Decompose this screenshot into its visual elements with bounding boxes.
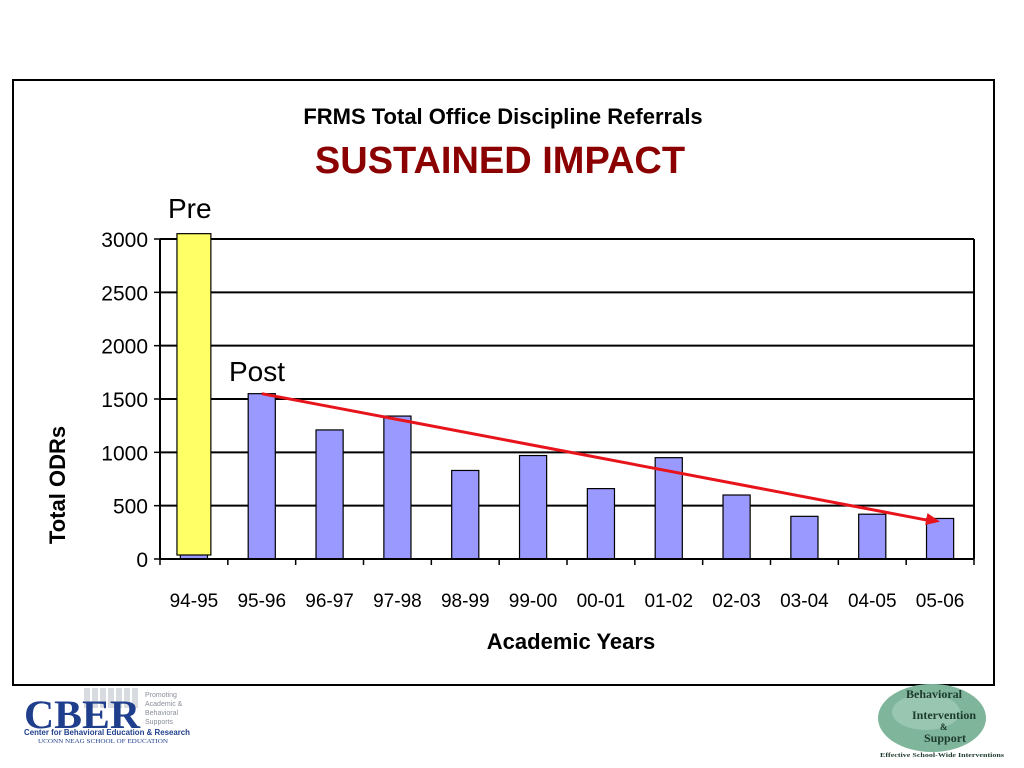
bar-04-05 <box>858 513 887 560</box>
cber-name: Center for Behavioral Education & Resear… <box>24 728 190 737</box>
x-tick-label: 02-03 <box>712 591 761 612</box>
x-tick-label: 01-02 <box>644 591 693 612</box>
bis-line-3: & <box>940 722 948 732</box>
bar-97-98 <box>383 415 412 560</box>
x-tick-label: 00-01 <box>577 591 626 612</box>
cber-tagline-4: Supports <box>145 719 174 726</box>
y-tick-label: 0 <box>136 549 148 572</box>
cber-logo-bars <box>84 688 138 708</box>
chart-title: FRMS Total Office Discipline Referrals <box>303 104 702 129</box>
cber-school: UCONN NEAG SCHOOL OF EDUCATION <box>38 739 169 745</box>
plot-area: 0 500 1000 1500 2000 2500 3000 94-95 95-96 96-97 9… <box>101 229 975 612</box>
y-tick-label: 500 <box>113 496 148 519</box>
y-tick-label: 1500 <box>101 389 148 412</box>
bar-03-04 <box>790 515 819 560</box>
bar-00-01 <box>586 488 616 560</box>
bar-05-06 <box>925 517 955 560</box>
y-axis-label: Total ODRs <box>45 426 70 544</box>
y-tick-label: 1000 <box>101 442 148 465</box>
y-tick-label: 3000 <box>101 229 148 252</box>
cber-acronym: CBER <box>24 692 141 737</box>
x-tick-label: 97-98 <box>373 591 422 612</box>
trend-arrowhead <box>925 513 941 525</box>
x-tick-label: 04-05 <box>848 591 897 612</box>
cber-tagline-1: Promoting <box>145 692 177 699</box>
bar-02-03 <box>722 494 751 560</box>
bar-99-00 <box>518 454 548 560</box>
bis-line-4: Support <box>924 731 966 745</box>
pre-highlight-box <box>176 233 212 556</box>
x-tick-label: 98-99 <box>441 591 490 612</box>
x-tick-label: 95-96 <box>237 591 286 612</box>
bar-98-99 <box>451 469 480 560</box>
chart-subtitle: SUSTAINED IMPACT <box>315 140 685 182</box>
y-tick-label: 2000 <box>101 336 148 359</box>
y-tick-label: 2500 <box>101 282 148 305</box>
x-tick-label: 96-97 <box>305 591 354 612</box>
bar-95-96 <box>247 393 276 560</box>
cber-tagline-3: Behavioral <box>145 710 179 717</box>
bis-logo: Behavioral Intervention & Support Effect… <box>878 684 1005 759</box>
x-tick-label: 94-95 <box>170 591 219 612</box>
cber-logo: CBER Promoting Academic & Behavioral Sup… <box>24 688 190 745</box>
bar-96-97 <box>315 429 344 560</box>
bis-line-1: Behavioral <box>906 687 963 701</box>
trend-line <box>261 392 931 523</box>
cber-tagline-2: Academic & <box>145 701 183 708</box>
x-tick-label: 05-06 <box>916 591 965 612</box>
post-annotation: Post <box>229 356 285 387</box>
chart-frame: FRMS Total Office Discipline Referrals S… <box>12 79 995 686</box>
chart: FRMS Total Office Discipline Referrals S… <box>45 104 975 654</box>
x-axis-label: Academic Years <box>487 629 655 654</box>
pre-annotation: Pre <box>168 193 212 224</box>
bis-line-2: Intervention <box>912 708 976 722</box>
x-tick-label: 03-04 <box>780 591 829 612</box>
bis-tagline: Effective School-Wide Interventions <box>880 752 1005 759</box>
x-tick-label: 99-00 <box>509 591 558 612</box>
